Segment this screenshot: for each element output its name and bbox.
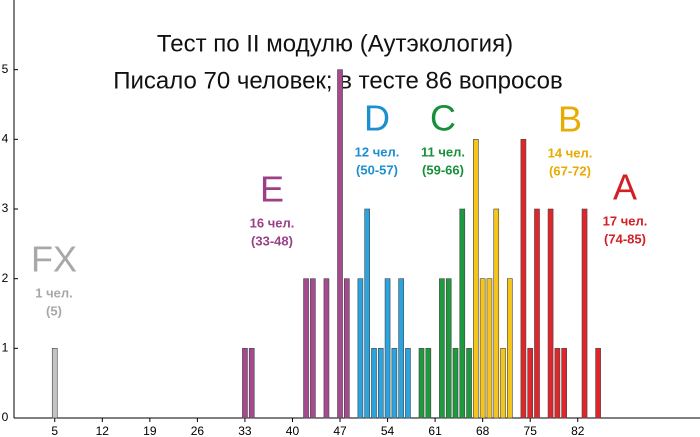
x-tick-label: 68 xyxy=(476,424,490,437)
bar xyxy=(466,348,472,419)
bar xyxy=(439,278,445,419)
group-count: 11 чел. xyxy=(421,144,465,159)
group-label: B xyxy=(558,99,582,140)
bar xyxy=(377,348,384,419)
bar xyxy=(323,278,330,419)
group-count: 16 чел. xyxy=(250,215,295,230)
group-label: C xyxy=(430,98,456,139)
bar xyxy=(51,348,58,419)
bar xyxy=(507,278,513,419)
bar xyxy=(459,208,466,419)
bar xyxy=(561,348,567,419)
group-count: 1 чел. xyxy=(35,285,73,300)
group-range: (5) xyxy=(46,303,62,318)
x-tick-label: 75 xyxy=(524,424,538,437)
x-tick-label: 26 xyxy=(191,424,205,437)
group-count: 17 чел. xyxy=(603,213,648,228)
bar xyxy=(357,278,364,419)
chart-title: Тест по II модулю (Аутэкология) xyxy=(157,30,513,57)
bar xyxy=(493,208,500,419)
bar xyxy=(303,278,309,419)
x-tick-label: 19 xyxy=(143,424,157,437)
y-tick-label: 5 xyxy=(2,62,9,76)
group-range: (59-66) xyxy=(422,162,464,177)
bar xyxy=(445,278,452,419)
bar xyxy=(405,348,411,419)
bar xyxy=(398,278,404,419)
bar xyxy=(473,139,479,419)
bar xyxy=(343,278,350,419)
group-count: 12 чел. xyxy=(355,144,400,159)
bar xyxy=(547,208,554,419)
x-tick-label: 12 xyxy=(96,424,110,437)
bar xyxy=(364,208,371,419)
bar xyxy=(452,348,459,419)
x-tick-label: 54 xyxy=(381,424,395,437)
group-range: (74-85) xyxy=(604,231,646,246)
bar xyxy=(384,278,391,419)
group-range: (50-57) xyxy=(356,162,398,177)
y-tick-label: 0 xyxy=(2,410,9,424)
bar xyxy=(418,348,425,419)
bar xyxy=(527,348,534,419)
bar xyxy=(337,69,343,419)
bar xyxy=(534,208,540,419)
group-label: FX xyxy=(31,239,77,280)
x-tick-label: 82 xyxy=(571,424,585,437)
bar xyxy=(581,208,588,419)
group-range: (67-72) xyxy=(549,163,591,178)
bar xyxy=(310,278,316,419)
bar xyxy=(500,348,506,419)
group-label: A xyxy=(613,167,637,208)
bar xyxy=(425,348,432,419)
bar xyxy=(554,348,561,419)
group-count: 14 чел. xyxy=(548,145,593,160)
x-tick-label: 5 xyxy=(51,424,58,437)
x-tick-label: 61 xyxy=(428,424,442,437)
bar xyxy=(595,348,601,419)
group-label: E xyxy=(260,169,284,210)
bar xyxy=(486,278,493,419)
group-label: D xyxy=(364,98,390,139)
y-tick-label: 3 xyxy=(2,201,9,215)
y-tick-label: 4 xyxy=(2,132,9,146)
bar xyxy=(242,348,248,419)
y-tick-label: 1 xyxy=(2,341,9,355)
group-range: (33-48) xyxy=(251,233,293,248)
x-tick-label: 33 xyxy=(238,424,252,437)
bar xyxy=(520,139,527,419)
y-tick-label: 2 xyxy=(2,271,9,285)
x-tick-label: 40 xyxy=(286,424,300,437)
bar xyxy=(391,348,398,419)
bar xyxy=(371,348,377,419)
bar xyxy=(248,348,255,419)
x-tick-label: 47 xyxy=(333,424,347,437)
bar xyxy=(479,278,486,419)
